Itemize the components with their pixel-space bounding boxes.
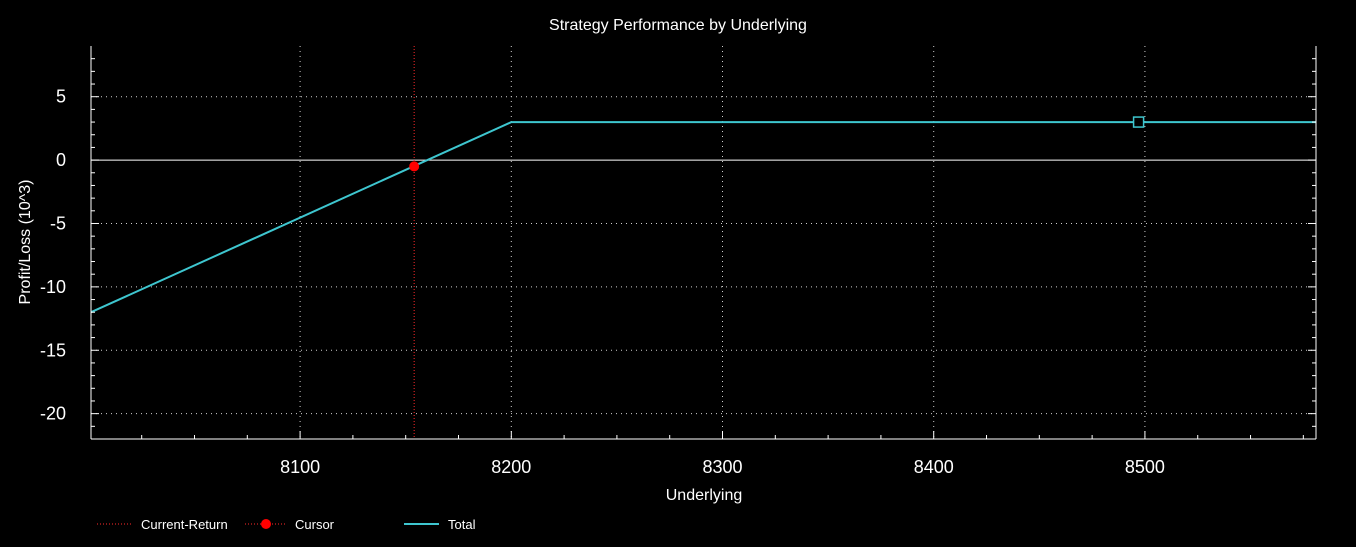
y-tick-label: -20 <box>40 404 66 424</box>
x-tick-labels: 8100 8200 8300 8400 8500 <box>280 457 1165 477</box>
series-marker-square <box>1132 116 1145 128</box>
chart-title: Strategy Performance by Underlying <box>549 17 807 34</box>
y-tick-label: 0 <box>56 150 66 170</box>
legend: Current-Return Cursor Total <box>97 517 476 532</box>
x-tick-label: 8500 <box>1125 457 1165 477</box>
x-tick-label: 8300 <box>702 457 742 477</box>
grid <box>91 46 1316 439</box>
legend-cursor-label: Cursor <box>295 517 335 532</box>
y-tick-label: -10 <box>40 277 66 297</box>
x-tick-label: 8100 <box>280 457 320 477</box>
plot-frame <box>90 46 1317 440</box>
y-axis-label: Profit/Loss (10^3) <box>17 180 34 305</box>
legend-cursor-swatch-dot <box>261 519 271 529</box>
minor-ticks <box>91 58 1316 439</box>
y-tick-label: -5 <box>50 213 66 233</box>
y-tick-label: -15 <box>40 340 66 360</box>
x-axis-label: Underlying <box>666 487 742 504</box>
legend-current-return-label: Current-Return <box>141 517 228 532</box>
cursor-point <box>409 161 420 172</box>
x-tick-label: 8200 <box>491 457 531 477</box>
markers <box>409 116 1145 172</box>
x-tick-label: 8400 <box>914 457 954 477</box>
y-tick-labels: 5 0 -5 -10 -15 -20 <box>40 87 66 424</box>
legend-total-label: Total <box>448 517 476 532</box>
series-total <box>90 121 1316 314</box>
y-tick-label: 5 <box>56 87 66 107</box>
series-line-total <box>90 121 1316 314</box>
